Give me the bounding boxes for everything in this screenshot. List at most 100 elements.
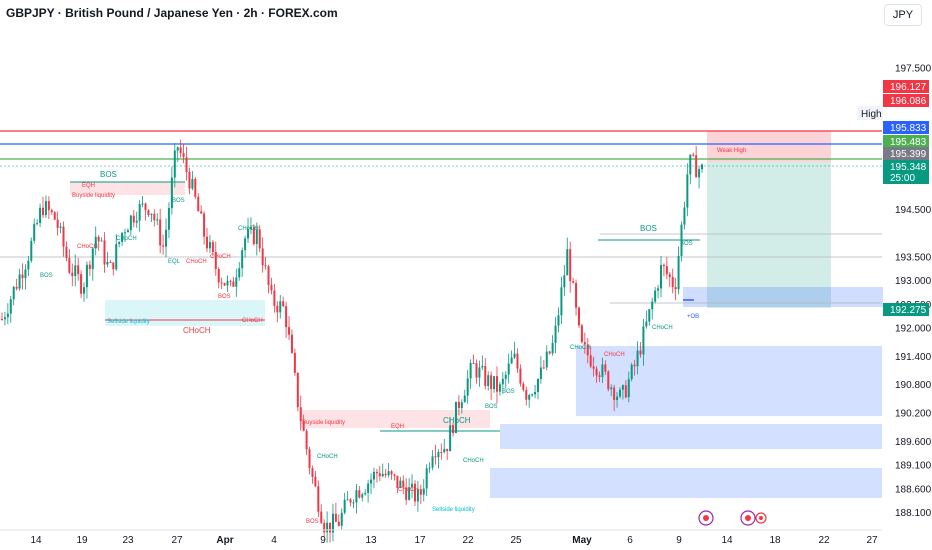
price-marker-label: 25:00 bbox=[890, 173, 915, 184]
candle-body bbox=[33, 223, 36, 241]
candle-body bbox=[516, 353, 519, 369]
candle-body bbox=[121, 232, 124, 242]
candle-body bbox=[241, 250, 244, 269]
time-tick-label: 22 bbox=[818, 535, 830, 546]
candle-body bbox=[331, 513, 334, 533]
price-marker-bg bbox=[883, 171, 929, 184]
candle-body bbox=[170, 177, 173, 209]
candle-body bbox=[525, 389, 528, 400]
candle-body bbox=[701, 164, 703, 170]
choch-label: CHoCH bbox=[116, 236, 137, 242]
candle-body bbox=[446, 448, 449, 452]
candle-body bbox=[65, 246, 68, 258]
order-block-1 bbox=[683, 287, 883, 307]
candle-body bbox=[36, 222, 39, 224]
economic-event-icon[interactable] bbox=[740, 510, 756, 526]
candle-body bbox=[566, 249, 569, 276]
choch-label: CHoCH bbox=[652, 325, 673, 331]
candle-body bbox=[103, 240, 106, 265]
candle-body bbox=[642, 326, 645, 355]
candle-body bbox=[270, 284, 273, 291]
bos-label: BOS bbox=[485, 404, 498, 410]
time-tick-label: 18 bbox=[769, 535, 781, 546]
choch-label: CHoCH bbox=[317, 454, 338, 460]
candle-body bbox=[85, 264, 88, 288]
price-tick-label: 189.600 bbox=[895, 437, 932, 448]
bos-label: BOS bbox=[306, 519, 319, 525]
candle-body bbox=[469, 362, 472, 379]
candle-body bbox=[126, 230, 129, 233]
candle-body bbox=[396, 475, 399, 488]
candle-body bbox=[27, 260, 30, 270]
order-block-4 bbox=[490, 468, 882, 498]
candle-body bbox=[572, 281, 575, 283]
candle-body bbox=[677, 256, 680, 290]
candle-body bbox=[314, 476, 317, 487]
chart-title: GBPJPY · British Pound / Japanese Yen · … bbox=[6, 6, 338, 20]
candle-body bbox=[674, 287, 677, 290]
weak-high-label: Weak High bbox=[717, 148, 746, 154]
buyside-zone-1 bbox=[70, 182, 185, 195]
candle-body bbox=[384, 473, 387, 476]
candle-body bbox=[545, 351, 548, 368]
candle-body bbox=[531, 394, 534, 396]
price-marker-label: 196.127 bbox=[890, 82, 927, 93]
candle-body bbox=[560, 287, 563, 316]
candle-body bbox=[252, 226, 255, 245]
choch-label: CHoCH bbox=[570, 345, 591, 351]
candle-body bbox=[203, 213, 206, 237]
candle-body bbox=[372, 471, 375, 480]
candle-body bbox=[633, 364, 636, 367]
candle-body bbox=[671, 277, 674, 288]
bos-label: BOS bbox=[172, 198, 185, 204]
economic-event-icon[interactable] bbox=[698, 510, 714, 526]
eql-label: EQL bbox=[168, 259, 181, 265]
candle-body bbox=[478, 367, 481, 378]
candle-body bbox=[484, 366, 487, 386]
price-marker-label: 195.399 bbox=[890, 149, 927, 160]
candle-body bbox=[575, 282, 578, 308]
economic-event-icon[interactable] bbox=[755, 512, 767, 524]
candle-body bbox=[387, 471, 390, 476]
currency-button[interactable]: JPY bbox=[884, 4, 922, 26]
candle-body bbox=[621, 385, 624, 390]
candle-body bbox=[569, 249, 572, 282]
price-marker-bg bbox=[883, 80, 929, 93]
price-tick-label: 188.600 bbox=[895, 484, 932, 495]
candle-body bbox=[217, 269, 220, 283]
candle-body bbox=[308, 449, 311, 469]
candle-body bbox=[80, 274, 83, 294]
candle-body bbox=[481, 366, 484, 368]
choch-label: CHoCH bbox=[238, 226, 259, 232]
candle-body bbox=[613, 387, 616, 401]
order-block-3 bbox=[500, 424, 882, 449]
candle-body bbox=[293, 352, 296, 373]
buyside-liquidity-label: Buyside liquidity bbox=[72, 193, 115, 199]
time-tick-label: May bbox=[572, 535, 592, 546]
candle-body bbox=[507, 363, 510, 375]
price-tick-label: 189.100 bbox=[895, 461, 932, 472]
candle-body bbox=[434, 456, 437, 458]
candle-body bbox=[311, 468, 314, 477]
price-marker-bg bbox=[883, 121, 929, 134]
time-tick-label: 17 bbox=[414, 535, 426, 546]
candle-body bbox=[167, 208, 170, 230]
choch-label: CHoCH bbox=[186, 259, 207, 265]
candle-body bbox=[692, 154, 695, 156]
time-axis[interactable]: 14 19 23 27 Apr 4 9 13 17 22 25 May 6 9 14 18 22 27 bbox=[30, 535, 878, 546]
candle-body bbox=[440, 452, 443, 454]
candle-body bbox=[454, 401, 457, 434]
order-block-label: +OB bbox=[687, 314, 699, 320]
candle-body bbox=[618, 389, 621, 397]
candle-body bbox=[276, 305, 279, 313]
candle-body bbox=[408, 487, 411, 500]
candle-body bbox=[554, 325, 557, 343]
price-tick-label: 192.000 bbox=[895, 323, 932, 334]
candle-body bbox=[695, 155, 698, 178]
candle-body bbox=[115, 244, 118, 270]
candle-body bbox=[343, 499, 346, 513]
candle-body bbox=[475, 363, 478, 378]
candle-body bbox=[106, 261, 109, 265]
candle-body bbox=[534, 391, 537, 395]
